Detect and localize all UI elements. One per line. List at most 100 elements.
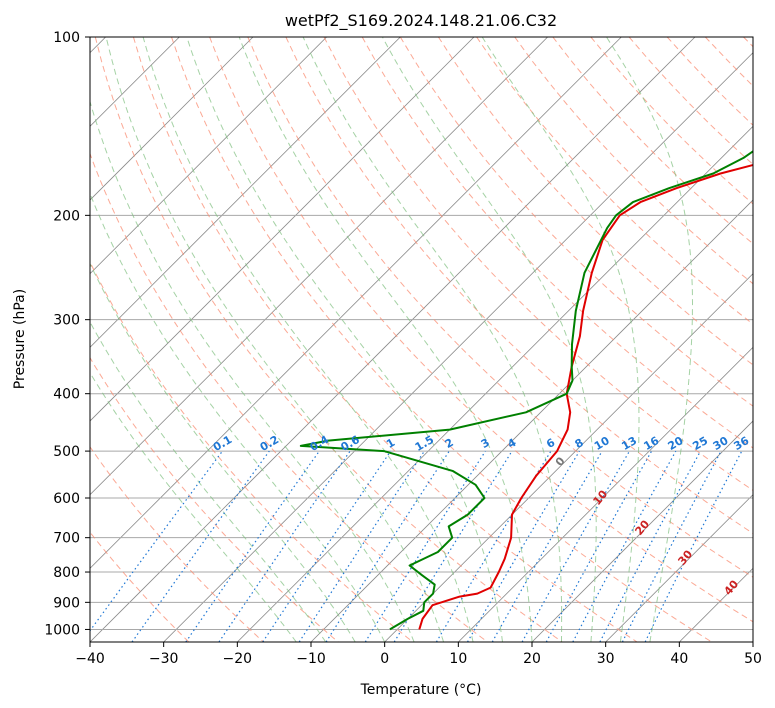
y-tick-label: 1000	[44, 622, 80, 638]
x-tick-label: 40	[670, 651, 688, 667]
mixing-ratio-label: 16	[641, 434, 661, 453]
dry-adiabat-label: 20	[632, 517, 652, 537]
mixing-ratio-line	[90, 450, 223, 632]
dry-adiabat-line	[476, 37, 753, 325]
mixing-ratio-label: 4	[505, 436, 518, 451]
y-tick-label: 500	[53, 444, 80, 460]
moist-adiabat-line	[90, 321, 327, 642]
isotherm-line	[90, 37, 401, 348]
isotherm-line	[90, 37, 548, 496]
isotherm-line	[605, 494, 753, 642]
dewpoint-profile-line	[299, 150, 753, 631]
x-tick-label: 0	[380, 651, 389, 667]
isotherm-line	[752, 641, 753, 642]
y-tick-label: 300	[53, 313, 80, 329]
x-tick-label: −20	[223, 651, 253, 667]
x-tick-label: 30	[597, 651, 615, 667]
moist-adiabat-line	[90, 192, 386, 642]
mixing-ratio-label: 2	[443, 436, 456, 451]
mixing-ratio-label: 25	[690, 434, 710, 453]
dry-adiabat-line	[94, 37, 564, 642]
dry-adiabat-label: 30	[675, 547, 695, 567]
moist-adiabat-line	[606, 37, 693, 642]
dry-adiabat-line	[209, 37, 753, 623]
mixing-ratio-label: 1	[384, 436, 397, 451]
y-tick-label: 400	[53, 387, 80, 403]
isotherm-line	[531, 420, 753, 642]
mixing-ratio-line	[325, 450, 450, 642]
mixing-ratio-label: 13	[619, 434, 639, 453]
x-axis-title: Temperature (°C)	[360, 682, 482, 698]
temperature-profile-line	[418, 163, 753, 630]
isotherm-line	[679, 567, 753, 642]
mixing-ratio-line	[599, 450, 702, 642]
isotherm-line	[90, 37, 622, 569]
dry-adiabat-line	[132, 37, 638, 642]
dry-adiabat-line	[90, 446, 265, 642]
mixing-ratio-line	[218, 450, 351, 642]
y-axis-title: Pressure (hPa)	[12, 289, 28, 389]
dry-adiabat-line	[285, 37, 753, 535]
dry-adiabat-line	[90, 531, 190, 642]
mixing-ratio-line	[298, 450, 425, 642]
dry-adiabat-line	[90, 152, 489, 642]
isotherm-line	[384, 273, 753, 642]
moist-adiabat-line	[238, 37, 533, 642]
isotherm-line	[90, 37, 696, 642]
dry-adiabat-line	[90, 260, 414, 642]
mixing-ratio-label: 30	[711, 434, 731, 453]
mixing-ratio-label: 3	[479, 436, 492, 451]
dry-adiabat-line	[171, 37, 713, 642]
chart-title: wetPf2_S169.2024.148.21.06.C32	[285, 11, 557, 31]
y-tick-label: 200	[53, 208, 80, 224]
isotherm-line	[90, 37, 254, 201]
mixing-ratio-label: 36	[732, 434, 752, 453]
mixing-ratio-line	[644, 450, 743, 642]
y-tick-label: 800	[53, 565, 80, 581]
mixing-ratio-line	[545, 450, 653, 642]
x-tick-label: 20	[523, 651, 541, 667]
dry-adiabat-line	[552, 37, 753, 245]
y-tick-label: 100	[53, 30, 80, 46]
mixing-ratio-line	[572, 450, 677, 642]
moist-adiabat-line	[381, 37, 597, 642]
mixing-ratio-line	[364, 450, 486, 642]
mixing-ratio-line	[262, 450, 392, 642]
dry-adiabat-line	[437, 37, 753, 366]
mixing-ratio-label: 6	[544, 436, 557, 451]
dry-adiabat-line	[743, 37, 753, 48]
x-tick-label: −30	[149, 651, 179, 667]
dry-adiabat-line	[514, 37, 753, 285]
x-tick-label: −10	[296, 651, 326, 667]
moist-adiabat-line	[90, 371, 297, 642]
dry-adiabat-line	[704, 37, 753, 87]
dry-adiabat-line	[361, 37, 753, 449]
moist-adiabat-line	[186, 37, 503, 642]
y-tick-label: 600	[53, 491, 80, 507]
dry-adiabat-label: 40	[721, 577, 741, 597]
mixing-ratio-label: 20	[666, 434, 686, 453]
moist-adiabat-line	[90, 262, 356, 642]
moist-adiabat-line	[481, 37, 640, 642]
dry-adiabat-label: 0	[553, 454, 568, 468]
x-tick-label: 10	[449, 651, 467, 667]
mixing-ratio-label: 10	[592, 434, 612, 453]
isotherm-line	[90, 37, 475, 422]
x-tick-label: −40	[75, 651, 105, 667]
moist-adiabat-line	[142, 37, 474, 642]
isotherm-line	[163, 52, 753, 642]
isotherm-line	[237, 125, 753, 642]
moist-adiabat-line	[302, 37, 563, 642]
moist-adiabat-line	[105, 37, 445, 642]
dry-adiabat-line	[90, 356, 339, 642]
y-tick-label: 900	[53, 595, 80, 611]
mixing-ratio-line	[131, 450, 270, 642]
y-tick-label: 700	[53, 531, 80, 547]
dry-adiabat-line	[247, 37, 753, 578]
mixing-ratio-line	[185, 450, 320, 642]
moist-adiabat-line	[90, 99, 415, 642]
x-tick-label: 50	[744, 651, 762, 667]
dry-adiabat-line	[323, 37, 753, 491]
isotherm-line	[90, 37, 327, 275]
